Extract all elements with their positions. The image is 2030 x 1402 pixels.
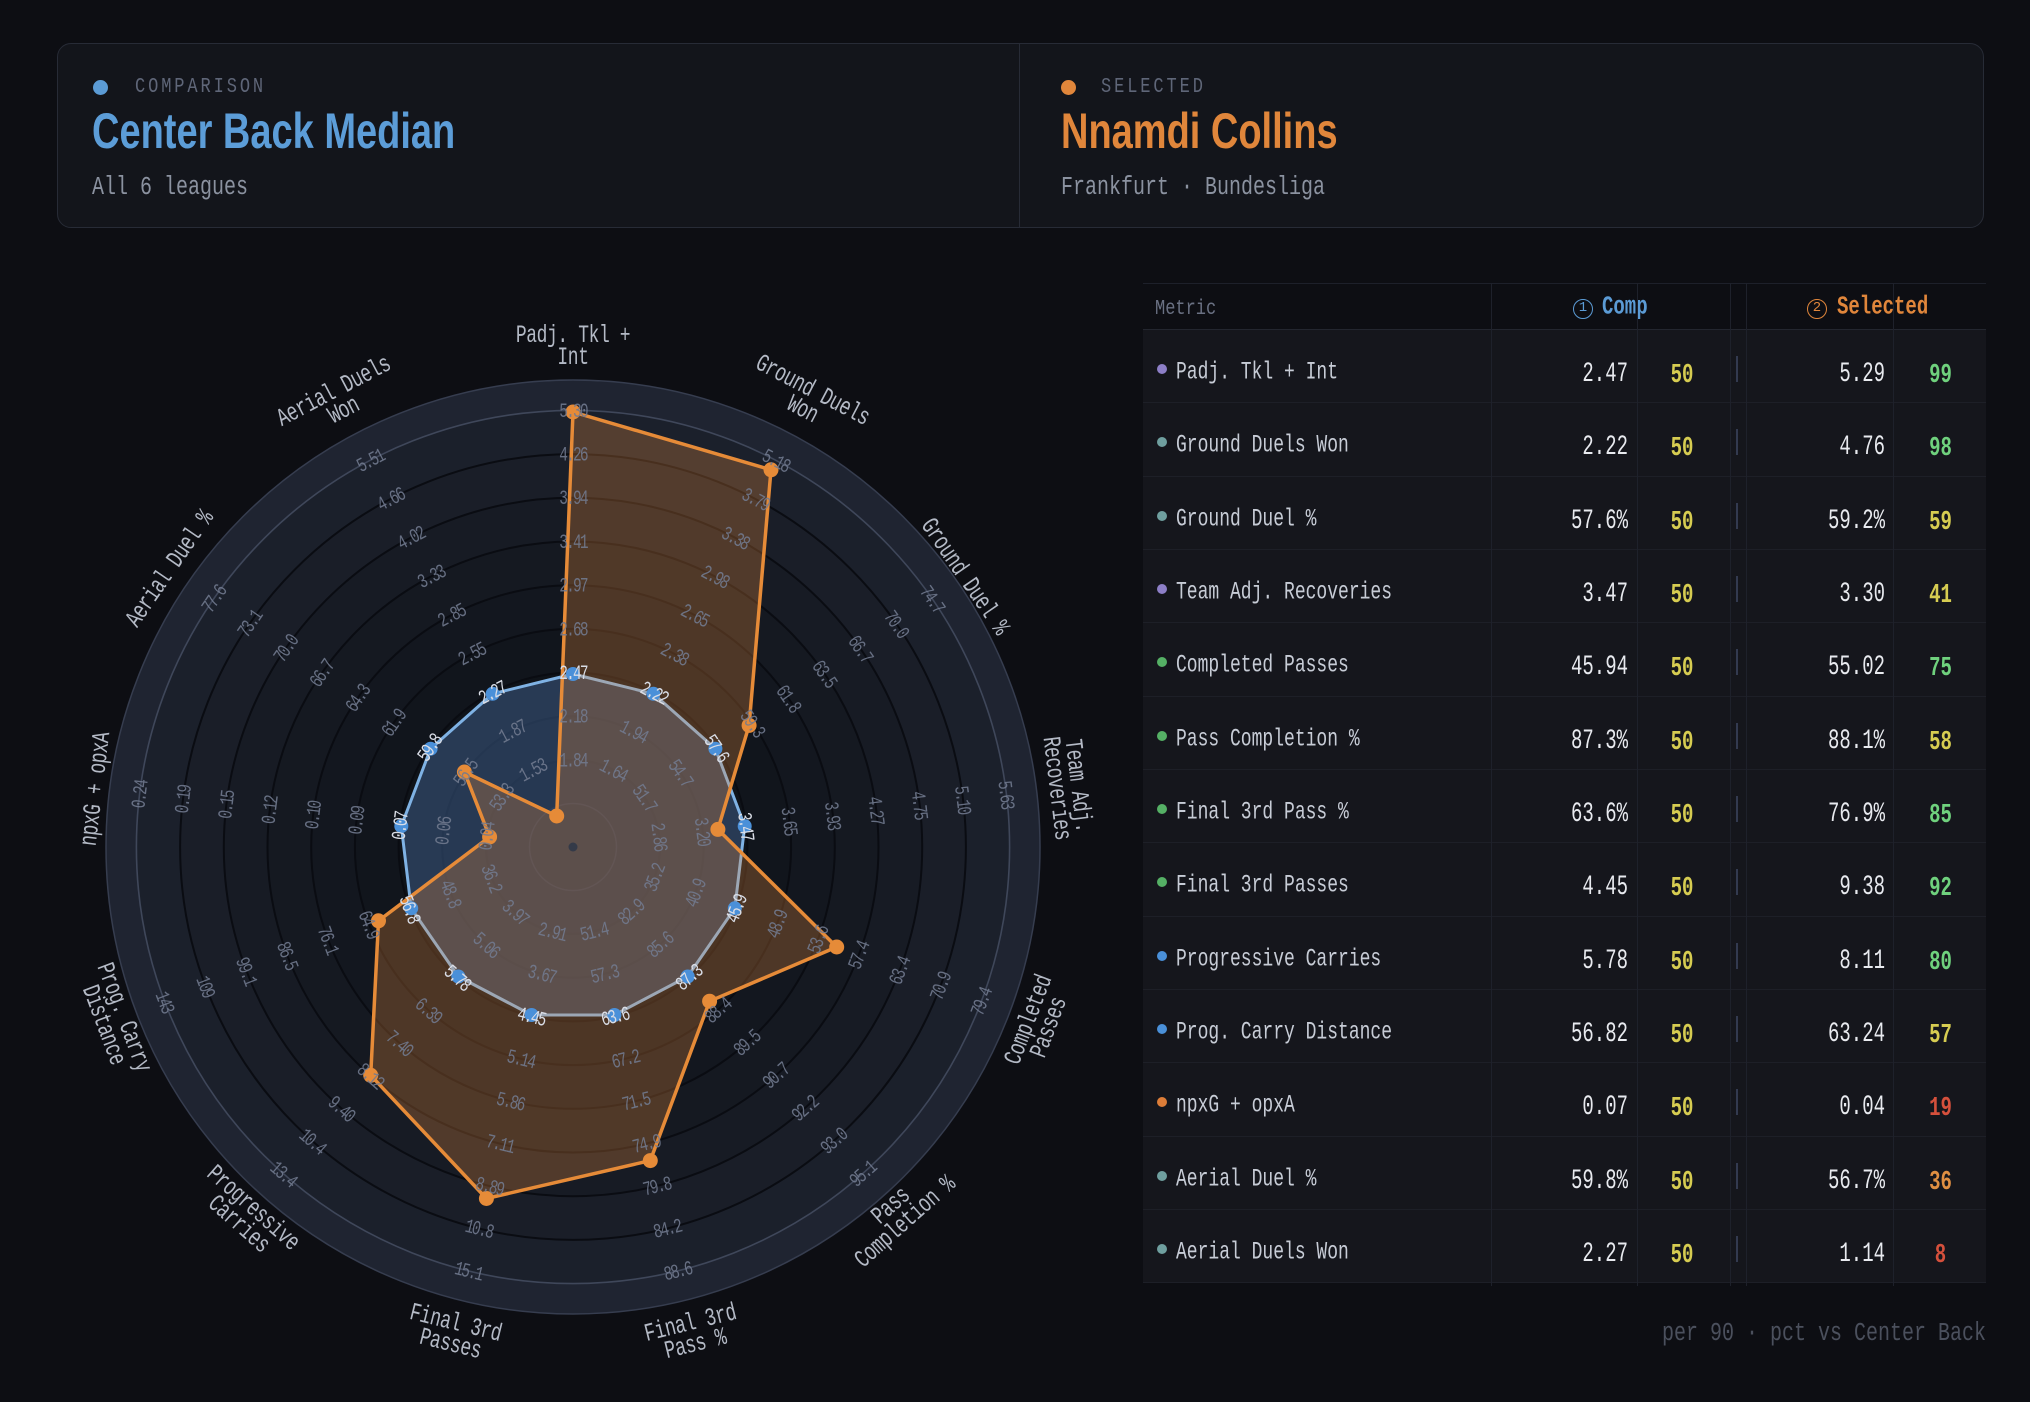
svg-text:5.10: 5.10: [948, 785, 974, 817]
svg-text:0.07: 0.07: [389, 810, 415, 842]
svg-text:Int: Int: [557, 343, 588, 372]
svg-text:4.75: 4.75: [905, 790, 931, 822]
svg-text:0.09: 0.09: [345, 804, 371, 836]
svg-text:1.84: 1.84: [559, 750, 588, 773]
svg-text:0.24: 0.24: [128, 778, 154, 810]
svg-text:0.12: 0.12: [258, 794, 284, 826]
svg-text:2.47: 2.47: [559, 663, 588, 686]
svg-text:0.06: 0.06: [432, 815, 458, 847]
svg-text:3.47: 3.47: [731, 811, 757, 843]
svg-text:5.30: 5.30: [559, 401, 588, 424]
svg-text:2.86: 2.86: [645, 822, 671, 854]
svg-text:0.15: 0.15: [215, 789, 241, 821]
svg-text:5.63: 5.63: [992, 780, 1018, 812]
svg-text:2.97: 2.97: [559, 576, 588, 599]
svg-text:2.68: 2.68: [559, 619, 588, 642]
svg-text:3.65: 3.65: [775, 806, 801, 838]
svg-text:3.93: 3.93: [818, 801, 844, 833]
svg-text:0.04: 0.04: [475, 820, 501, 852]
svg-text:3.20: 3.20: [688, 816, 714, 848]
svg-text:0.19: 0.19: [172, 783, 198, 815]
svg-text:4.27: 4.27: [862, 795, 888, 827]
svg-text:4.26: 4.26: [559, 444, 588, 467]
svg-text:3.94: 3.94: [559, 488, 588, 511]
svg-text:Padj. Tkl +: Padj. Tkl +: [516, 321, 630, 350]
svg-text:0.10: 0.10: [302, 799, 328, 831]
svg-text:3.41: 3.41: [559, 532, 588, 555]
svg-text:2.18: 2.18: [559, 707, 588, 730]
